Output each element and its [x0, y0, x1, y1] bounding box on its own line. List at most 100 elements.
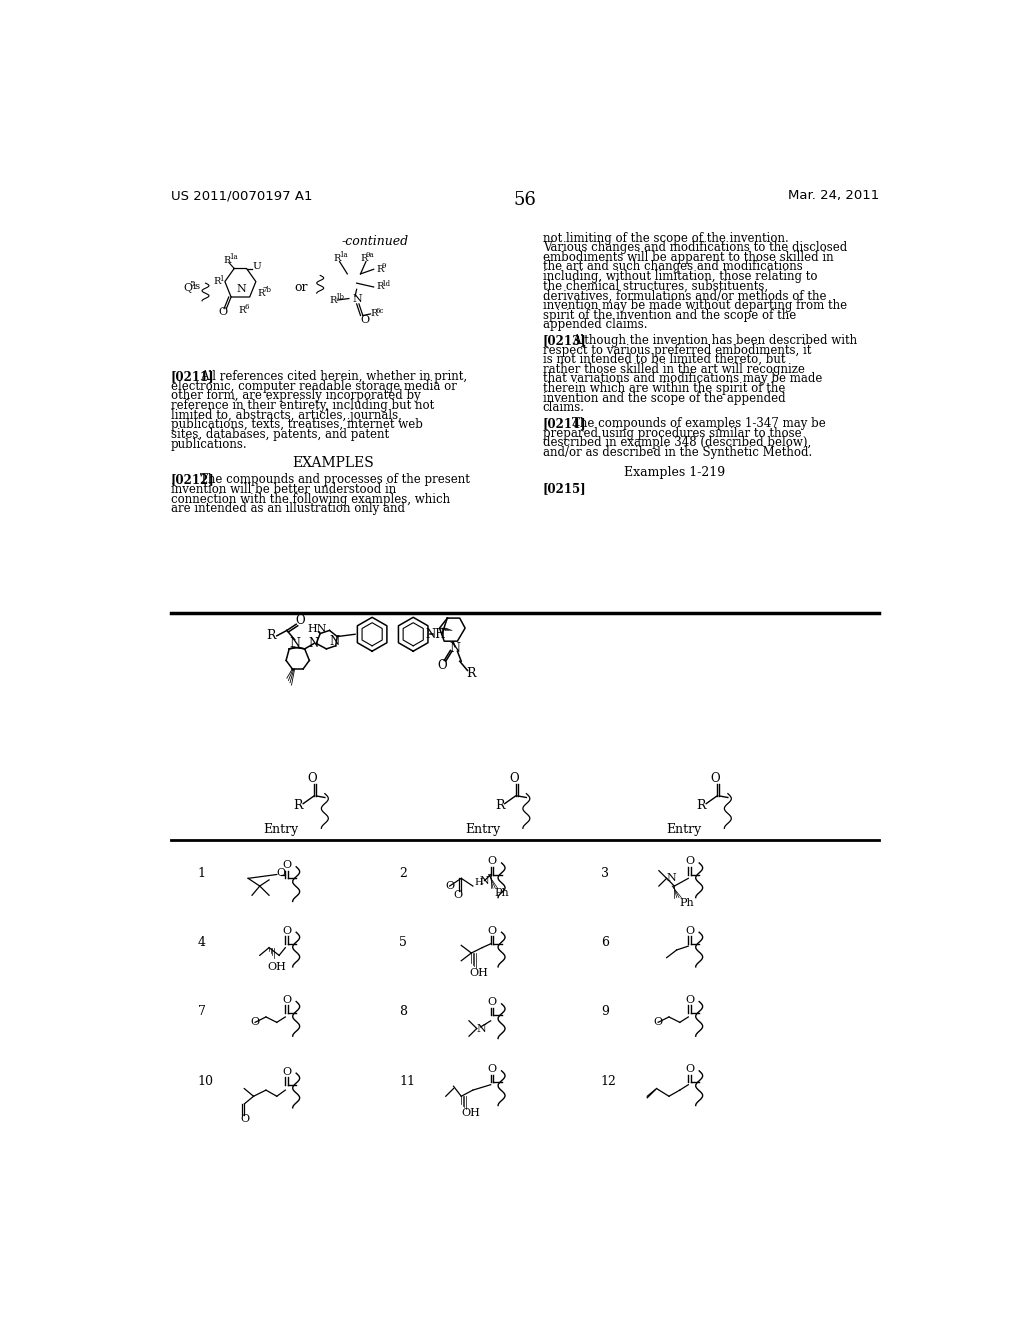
Text: O: O — [685, 1064, 694, 1074]
Text: Various changes and modifications to the disclosed: Various changes and modifications to the… — [543, 242, 847, 255]
Text: Entry: Entry — [667, 824, 701, 837]
Text: The compounds of examples 1-347 may be: The compounds of examples 1-347 may be — [572, 417, 825, 430]
Text: invention may be made without departing from the: invention may be made without departing … — [543, 298, 847, 312]
Text: R: R — [330, 296, 337, 305]
Text: N: N — [477, 1023, 486, 1034]
Text: O: O — [445, 880, 455, 891]
Text: -continued: -continued — [341, 235, 409, 248]
Text: or: or — [295, 281, 308, 294]
Text: The compounds and processes of the present: The compounds and processes of the prese… — [200, 474, 470, 486]
Text: O: O — [685, 857, 694, 866]
Text: 8: 8 — [399, 1006, 408, 1019]
Text: R: R — [213, 277, 220, 286]
Text: All references cited herein, whether in print,: All references cited herein, whether in … — [200, 370, 467, 383]
Text: 10: 10 — [198, 1074, 214, 1088]
Text: 3: 3 — [601, 867, 608, 880]
Text: O: O — [283, 1067, 292, 1077]
Text: O: O — [276, 869, 286, 878]
Text: 2: 2 — [399, 867, 408, 880]
Text: HN: HN — [307, 624, 327, 634]
Text: 56: 56 — [513, 191, 537, 209]
Text: other form, are expressly incorporated by: other form, are expressly incorporated b… — [171, 389, 421, 403]
Text: R: R — [239, 306, 246, 314]
Text: prepared using procedures similar to those: prepared using procedures similar to tho… — [543, 426, 801, 440]
Text: limited to, abstracts, articles, journals,: limited to, abstracts, articles, journal… — [171, 409, 401, 421]
Text: O: O — [487, 925, 497, 936]
Text: publications, texts, treatises, internet web: publications, texts, treatises, internet… — [171, 418, 423, 432]
Text: N: N — [479, 875, 488, 886]
Text: Examples 1-219: Examples 1-219 — [624, 466, 725, 479]
Text: O: O — [251, 1018, 259, 1027]
Text: R: R — [334, 253, 341, 263]
Text: derivatives, formulations and/or methods of the: derivatives, formulations and/or methods… — [543, 289, 826, 302]
Text: R: R — [257, 289, 265, 297]
Text: sites, databases, patents, and patent: sites, databases, patents, and patent — [171, 428, 389, 441]
Text: N: N — [309, 638, 319, 649]
Text: Although the invention has been described with: Although the invention has been describe… — [572, 334, 857, 347]
Text: connection with the following examples, which: connection with the following examples, … — [171, 492, 450, 506]
Text: 1b: 1b — [335, 293, 344, 301]
Text: OH: OH — [267, 962, 287, 972]
Text: 12: 12 — [601, 1074, 616, 1088]
Text: O: O — [283, 925, 292, 936]
Text: O: O — [487, 998, 497, 1007]
Text: O: O — [685, 995, 694, 1005]
Text: including, without limitation, those relating to: including, without limitation, those rel… — [543, 271, 817, 282]
Text: [0212]: [0212] — [171, 474, 214, 486]
Text: OH: OH — [469, 968, 487, 978]
Text: 9a: 9a — [366, 251, 375, 260]
Text: R: R — [360, 253, 368, 263]
Text: OH: OH — [461, 1109, 480, 1118]
Text: 6: 6 — [601, 936, 608, 949]
Text: is not intended to be limited thereto, but: is not intended to be limited thereto, b… — [543, 354, 785, 366]
Text: 6: 6 — [245, 304, 249, 312]
Text: N: N — [352, 293, 362, 304]
Text: respect to various preferred embodiments, it: respect to various preferred embodiments… — [543, 343, 811, 356]
Text: rather those skilled in the art will recognize: rather those skilled in the art will rec… — [543, 363, 805, 376]
Text: that variations and modifications may be made: that variations and modifications may be… — [543, 372, 822, 385]
Text: O: O — [711, 772, 720, 785]
Text: 7: 7 — [198, 1006, 206, 1019]
Text: are intended as an illustration only and: are intended as an illustration only and — [171, 502, 404, 515]
Text: 1: 1 — [219, 275, 223, 282]
Text: 4: 4 — [198, 936, 206, 949]
Text: [0214]: [0214] — [543, 417, 587, 430]
Text: 6c: 6c — [376, 306, 384, 315]
Text: claims.: claims. — [543, 401, 585, 414]
Text: [0215]: [0215] — [543, 482, 587, 495]
Text: reference in their entirety, including but not: reference in their entirety, including b… — [171, 399, 434, 412]
Text: appended claims.: appended claims. — [543, 318, 647, 331]
Text: 5: 5 — [189, 280, 195, 288]
Text: the art and such changes and modifications: the art and such changes and modificatio… — [543, 260, 803, 273]
Text: N: N — [667, 874, 677, 883]
Text: N: N — [289, 638, 300, 649]
Text: described in example 348 (described below),: described in example 348 (described belo… — [543, 437, 811, 449]
Text: Mar. 24, 2011: Mar. 24, 2011 — [787, 189, 879, 202]
Text: N: N — [450, 643, 461, 656]
Text: O: O — [241, 1114, 250, 1125]
Text: O: O — [295, 614, 305, 627]
Text: 1a: 1a — [228, 253, 238, 261]
Text: O: O — [219, 306, 227, 317]
Text: 9: 9 — [601, 1006, 608, 1019]
Text: Q: Q — [183, 282, 193, 293]
Text: Entry: Entry — [465, 824, 501, 837]
Text: NH: NH — [425, 628, 445, 640]
Text: O: O — [360, 315, 370, 325]
Text: U: U — [252, 261, 261, 271]
Text: N: N — [237, 284, 246, 294]
Text: O: O — [283, 861, 292, 870]
Text: and/or as described in the Synthetic Method.: and/or as described in the Synthetic Met… — [543, 446, 812, 459]
Text: the chemical structures, substituents,: the chemical structures, substituents, — [543, 280, 768, 293]
Text: 9: 9 — [381, 263, 386, 271]
Text: embodiments will be apparent to those skilled in: embodiments will be apparent to those sk… — [543, 251, 834, 264]
Text: therein which are within the spirit of the: therein which are within the spirit of t… — [543, 381, 785, 395]
Text: 1: 1 — [198, 867, 206, 880]
Text: 1a: 1a — [339, 251, 347, 260]
Text: Ph: Ph — [495, 888, 509, 898]
Text: H: H — [474, 879, 483, 887]
Text: R: R — [371, 309, 378, 318]
Text: O: O — [283, 995, 292, 1005]
Text: R: R — [376, 282, 383, 292]
Text: R: R — [294, 799, 303, 812]
